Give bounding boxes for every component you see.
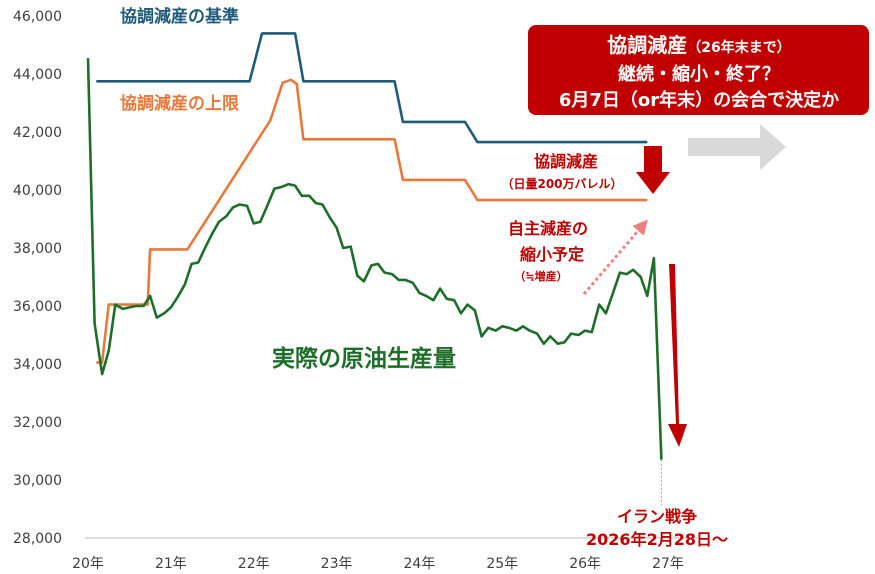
coop-cut-down-arrow	[636, 146, 670, 194]
label-actual-production: 実際の原油生産量	[272, 345, 456, 372]
y-tick-label: 34,000	[13, 357, 62, 373]
x-tick-label: 22年	[238, 556, 270, 572]
series-line-upper-limit	[96, 78, 648, 364]
x-tick-label: 20年	[72, 556, 104, 572]
y-tick-label: 46,000	[13, 9, 62, 25]
x-tick-label: 27年	[652, 556, 684, 572]
y-tick-label: 32,000	[13, 415, 62, 431]
grey-right-arrow	[688, 124, 786, 170]
callout-line3: 6月7日（or年末）の会合で決定か	[559, 89, 839, 111]
iran-war-label: イラン戦争	[617, 507, 697, 526]
y-tick-label: 44,000	[13, 67, 62, 83]
y-axis-ticks: 28,000 30,000 32,000 34,000 36,000 38,000 40,0…	[13, 9, 62, 547]
x-axis-ticks: 20年 21年 22年 23年 24年 25年 26年 27年	[72, 556, 684, 572]
voluntary-cut-label-3: （≒増産）	[514, 269, 567, 283]
y-tick-label: 38,000	[13, 241, 62, 257]
x-tick-label: 25年	[486, 556, 518, 572]
series-line-actual-production	[86, 58, 663, 460]
x-tick-label: 23年	[321, 556, 353, 572]
label-baseline: 協調減産の基準	[120, 6, 239, 27]
label-upper-limit: 協調減産の上限	[120, 93, 239, 114]
x-tick-label: 21年	[155, 556, 187, 572]
voluntary-cut-label-2: 縮小予定	[520, 245, 584, 264]
callout-box: 協調減産（26年末まで） 継続・縮小・終了？ 6月7日（or年末）の会合で決定か	[528, 25, 869, 115]
y-tick-label: 40,000	[13, 183, 62, 199]
iran-war-date-label: 2026年2月28日～	[586, 530, 728, 549]
voluntary-cut-label-1: 自主減産の	[508, 219, 588, 238]
callout-line2: 継続・縮小・終了？	[618, 63, 780, 85]
iran-war-down-arrow	[668, 264, 687, 447]
y-tick-label: 28,000	[13, 531, 62, 547]
x-tick-label: 24年	[404, 556, 436, 572]
voluntary-dotted-arrow	[582, 219, 648, 295]
callout-title: 協調減産（26年末まで）	[607, 33, 790, 57]
y-tick-label: 30,000	[13, 473, 62, 489]
y-tick-label: 36,000	[13, 299, 62, 315]
coop-cut-label: 協調減産	[534, 152, 598, 171]
series-line-baseline	[96, 32, 648, 144]
x-tick-label: 26年	[569, 556, 601, 572]
coop-cut-sublabel: （日量200万バレル）	[501, 176, 622, 191]
y-tick-label: 42,000	[13, 125, 62, 141]
